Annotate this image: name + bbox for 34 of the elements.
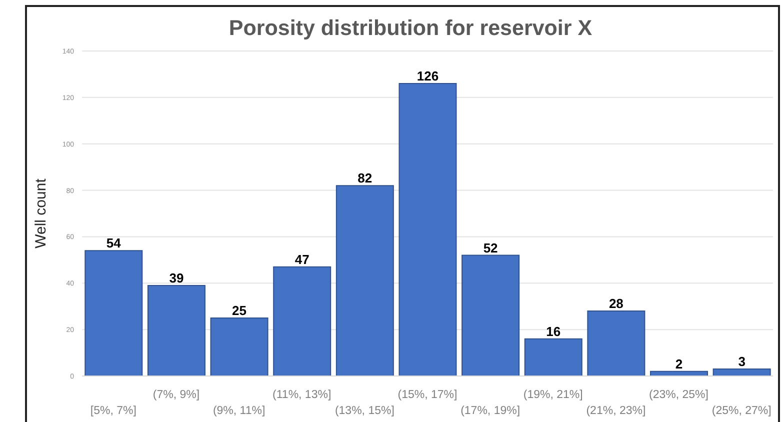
x-tick-label: (13%, 15%] xyxy=(334,405,394,417)
x-tick-label: (23%, 25%] xyxy=(649,389,708,401)
x-tick-label: (15%, 17%] xyxy=(398,389,458,401)
data-label: 47 xyxy=(294,252,310,267)
data-label: 52 xyxy=(483,240,498,256)
data-label: 82 xyxy=(358,170,372,186)
bar xyxy=(273,266,332,376)
bar xyxy=(462,254,520,376)
x-tick-label: (7%, 9%] xyxy=(152,389,200,401)
data-label: 126 xyxy=(416,68,439,84)
x-tick-label: (17%, 19%] xyxy=(460,405,520,417)
bar xyxy=(210,317,268,376)
chart-title: Porosity distribution for reservoir X xyxy=(228,16,594,41)
x-tick-label: (19%, 21%] xyxy=(523,389,583,401)
x-tick-label: [5%, 7%] xyxy=(90,405,136,417)
data-label: 39 xyxy=(169,270,184,286)
bar xyxy=(524,338,582,376)
data-label: 2 xyxy=(675,356,683,372)
bar xyxy=(84,250,143,376)
x-tick-label: (11%, 13%] xyxy=(272,389,332,401)
x-tick-label: (21%, 23%] xyxy=(586,405,646,417)
y-axis-title: Well count xyxy=(32,178,50,248)
x-tick-label: (9%, 11%] xyxy=(212,405,266,417)
data-label: 25 xyxy=(232,302,247,318)
x-tick-label: (25%, 27%] xyxy=(712,405,772,417)
data-label: 54 xyxy=(106,236,122,251)
data-label: 28 xyxy=(608,296,624,311)
data-label: 16 xyxy=(546,324,561,339)
bar xyxy=(336,185,394,376)
bar xyxy=(398,83,457,376)
bar xyxy=(147,284,206,376)
data-label: 3 xyxy=(738,354,746,370)
bar xyxy=(587,310,646,376)
bar xyxy=(712,368,771,376)
